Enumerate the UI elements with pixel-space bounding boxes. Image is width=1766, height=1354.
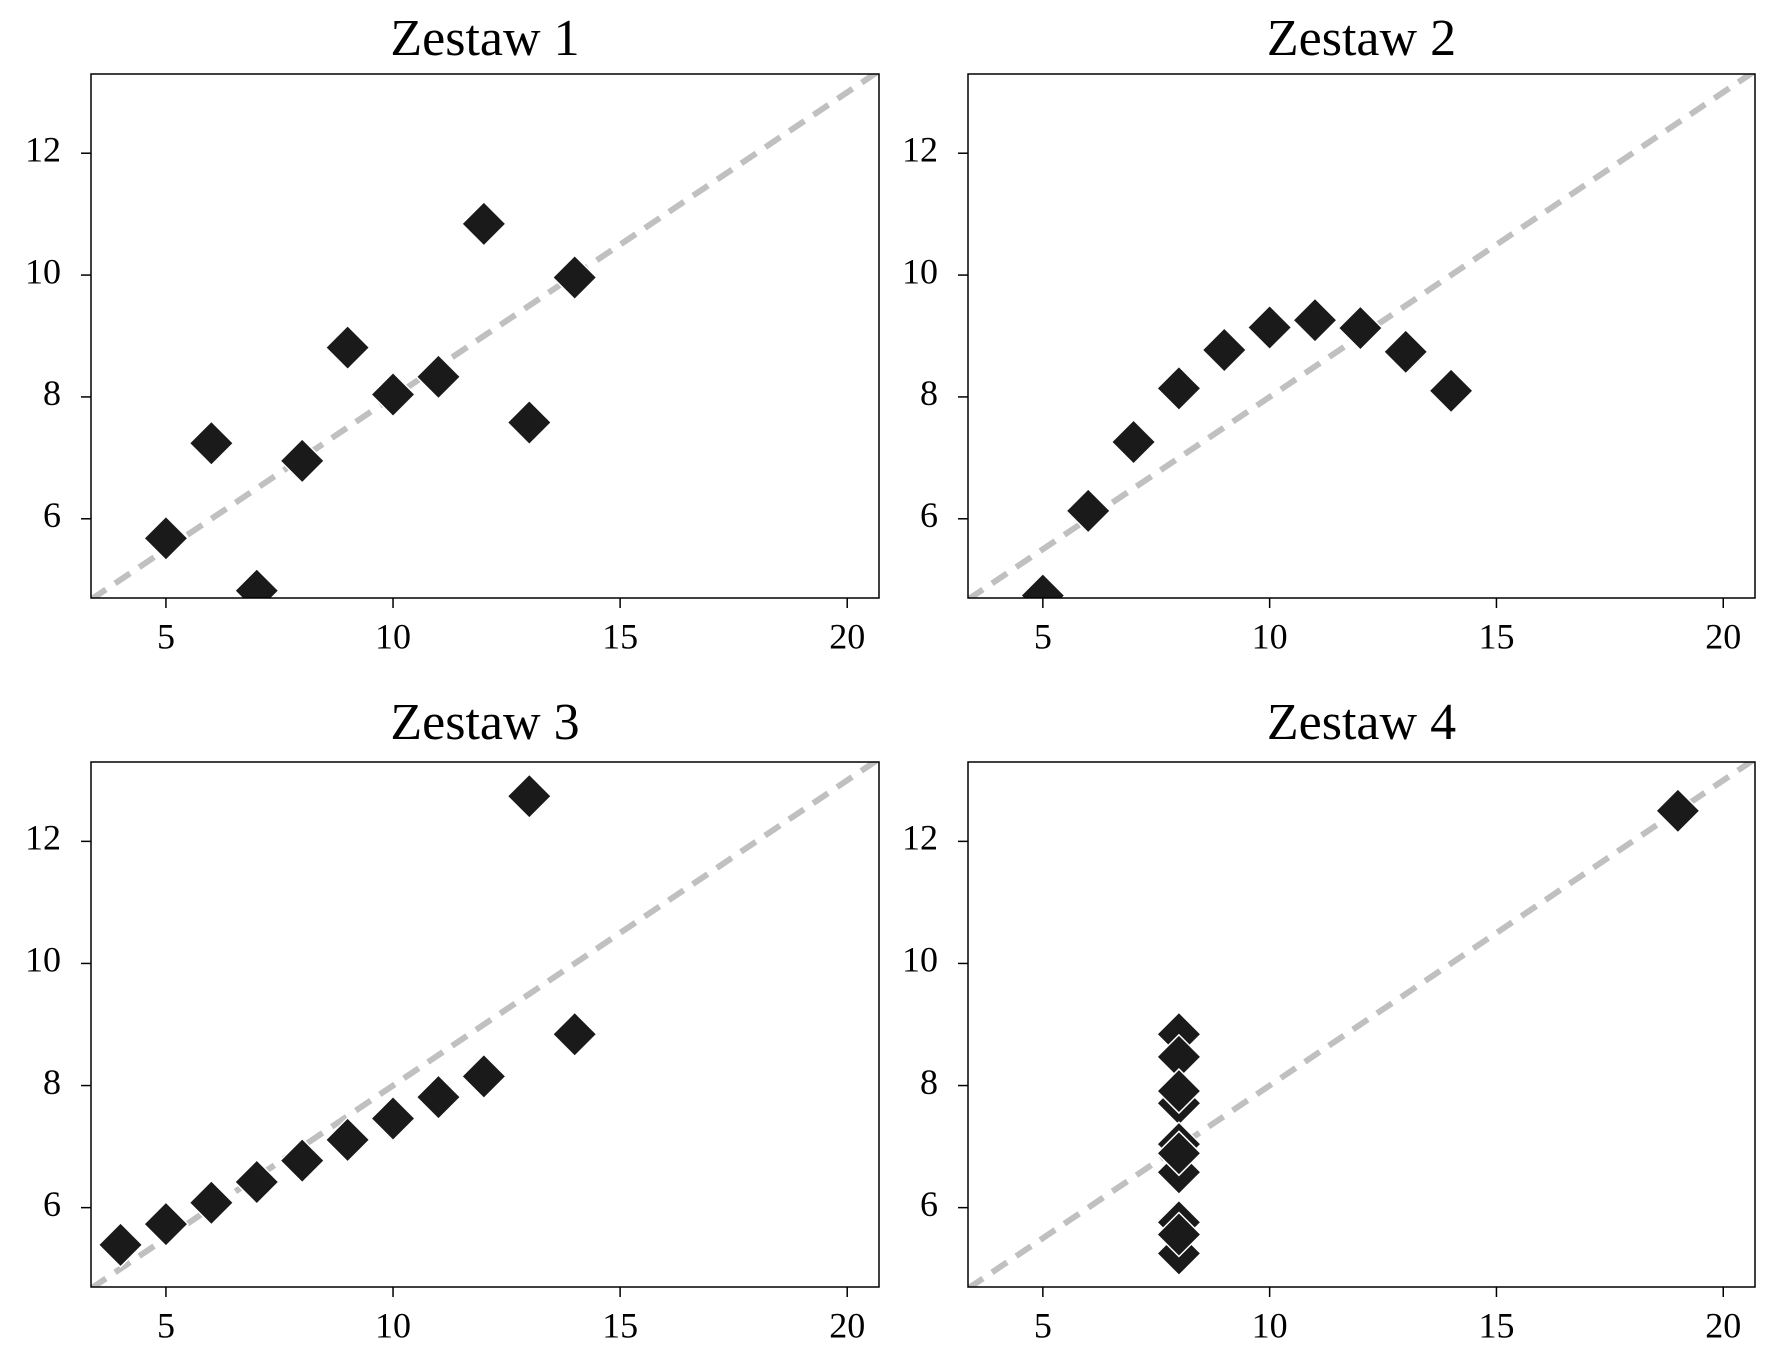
point	[369, 371, 417, 418]
x-tick-label: 20	[1705, 1305, 1741, 1345]
x-tick-label: 5	[157, 1305, 175, 1345]
point	[415, 353, 462, 400]
x-tick-label: 10	[1252, 616, 1288, 656]
point	[1246, 304, 1293, 351]
point	[506, 399, 553, 446]
y-tick-label: 12	[25, 129, 61, 169]
point	[279, 437, 326, 484]
point	[1065, 487, 1112, 534]
panel-title: Zestaw 3	[390, 694, 579, 751]
y-tick-label: 10	[25, 251, 61, 291]
point	[1019, 572, 1066, 598]
x-tick-label: 10	[375, 616, 411, 656]
point	[551, 254, 598, 301]
fit-line	[91, 74, 879, 598]
x-tick-label: 15	[1478, 616, 1514, 656]
plot-frame	[90, 761, 880, 1288]
panel: Zestaw 2 5 10 15 20 6 8 10 12	[902, 10, 1756, 656]
point	[279, 1137, 326, 1184]
plot-area	[968, 762, 1755, 1287]
plot-area	[968, 74, 1755, 598]
panel-title: Zestaw 4	[1267, 694, 1456, 751]
y-tick-label: 12	[902, 129, 938, 169]
y-tick-label: 8	[43, 373, 61, 413]
point	[142, 515, 189, 562]
point	[1110, 418, 1157, 466]
x-tick-label: 20	[1705, 616, 1741, 656]
point	[1155, 365, 1202, 412]
point	[233, 1158, 280, 1206]
y-tick-label: 8	[920, 373, 938, 413]
point	[369, 1095, 417, 1142]
y-tick-label: 12	[902, 818, 938, 858]
panel: Zestaw 4 5 10 15 20 6 8 10 12	[902, 694, 1756, 1345]
point	[506, 773, 553, 820]
plot-area	[91, 762, 879, 1287]
point	[460, 200, 507, 247]
point	[324, 324, 371, 371]
point	[1155, 1067, 1202, 1115]
x-tick-label: 15	[1478, 1305, 1514, 1345]
plot-frame	[90, 73, 880, 599]
panel-title: Zestaw 2	[1267, 10, 1456, 67]
point	[1155, 1211, 1202, 1258]
x-tick-label: 10	[375, 1305, 411, 1345]
point	[1382, 328, 1429, 375]
point	[551, 1011, 598, 1058]
point	[233, 567, 280, 598]
panel: Zestaw 3 5 10 15 20 6 8 10 12	[25, 694, 880, 1345]
y-tick-label: 8	[43, 1062, 61, 1102]
y-tick-label: 6	[43, 495, 61, 535]
y-tick-label: 6	[920, 1184, 938, 1224]
plot-area	[91, 74, 879, 598]
point	[1654, 787, 1701, 834]
panel-title: Zestaw 1	[390, 10, 579, 67]
x-tick-label: 20	[829, 616, 865, 656]
panel: Zestaw 1 5 10 15 20 6 8 10 12	[25, 10, 880, 656]
point	[188, 1179, 235, 1226]
x-tick-label: 5	[157, 616, 175, 656]
x-tick-label: 5	[1034, 1305, 1052, 1345]
y-tick-label: 10	[902, 940, 938, 980]
point	[460, 1053, 507, 1100]
point	[1337, 305, 1384, 352]
point	[415, 1074, 462, 1121]
plot-frame	[967, 761, 1756, 1288]
point	[1291, 297, 1339, 344]
point	[97, 1221, 144, 1268]
point	[1428, 367, 1475, 414]
plot-frame	[967, 73, 1756, 599]
y-tick-label: 12	[25, 818, 61, 858]
fit-line	[968, 762, 1755, 1287]
point	[1201, 326, 1248, 374]
x-tick-label: 15	[602, 616, 638, 656]
x-tick-label: 5	[1034, 616, 1052, 656]
y-tick-label: 8	[920, 1062, 938, 1102]
x-tick-label: 15	[602, 1305, 638, 1345]
point	[1155, 1130, 1202, 1177]
y-tick-label: 10	[902, 251, 938, 291]
x-tick-label: 10	[1252, 1305, 1288, 1345]
y-tick-label: 10	[25, 940, 61, 980]
x-tick-label: 20	[829, 1305, 865, 1345]
point	[324, 1116, 371, 1163]
y-tick-label: 6	[920, 495, 938, 535]
y-tick-label: 6	[43, 1184, 61, 1224]
point	[142, 1201, 189, 1248]
point	[188, 420, 235, 467]
